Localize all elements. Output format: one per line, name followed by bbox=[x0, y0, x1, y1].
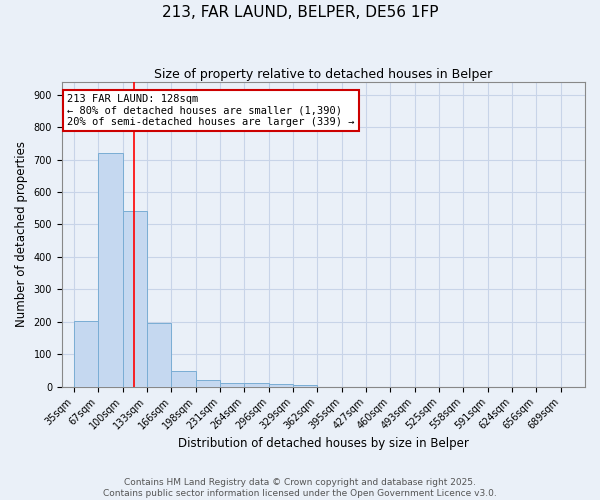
Text: 213, FAR LAUND, BELPER, DE56 1FP: 213, FAR LAUND, BELPER, DE56 1FP bbox=[162, 5, 438, 20]
Bar bbox=[74, 321, 98, 386]
Bar bbox=[196, 380, 220, 386]
Bar bbox=[147, 323, 171, 386]
Bar bbox=[244, 384, 269, 386]
Bar bbox=[269, 384, 293, 386]
Bar bbox=[171, 372, 196, 386]
X-axis label: Distribution of detached houses by size in Belper: Distribution of detached houses by size … bbox=[178, 437, 469, 450]
Y-axis label: Number of detached properties: Number of detached properties bbox=[15, 141, 28, 327]
Text: Contains HM Land Registry data © Crown copyright and database right 2025.
Contai: Contains HM Land Registry data © Crown c… bbox=[103, 478, 497, 498]
Bar bbox=[220, 383, 244, 386]
Bar bbox=[122, 210, 147, 386]
Text: 213 FAR LAUND: 128sqm
← 80% of detached houses are smaller (1,390)
20% of semi-d: 213 FAR LAUND: 128sqm ← 80% of detached … bbox=[67, 94, 355, 127]
Bar bbox=[98, 153, 122, 386]
Bar bbox=[293, 385, 317, 386]
Title: Size of property relative to detached houses in Belper: Size of property relative to detached ho… bbox=[154, 68, 493, 80]
